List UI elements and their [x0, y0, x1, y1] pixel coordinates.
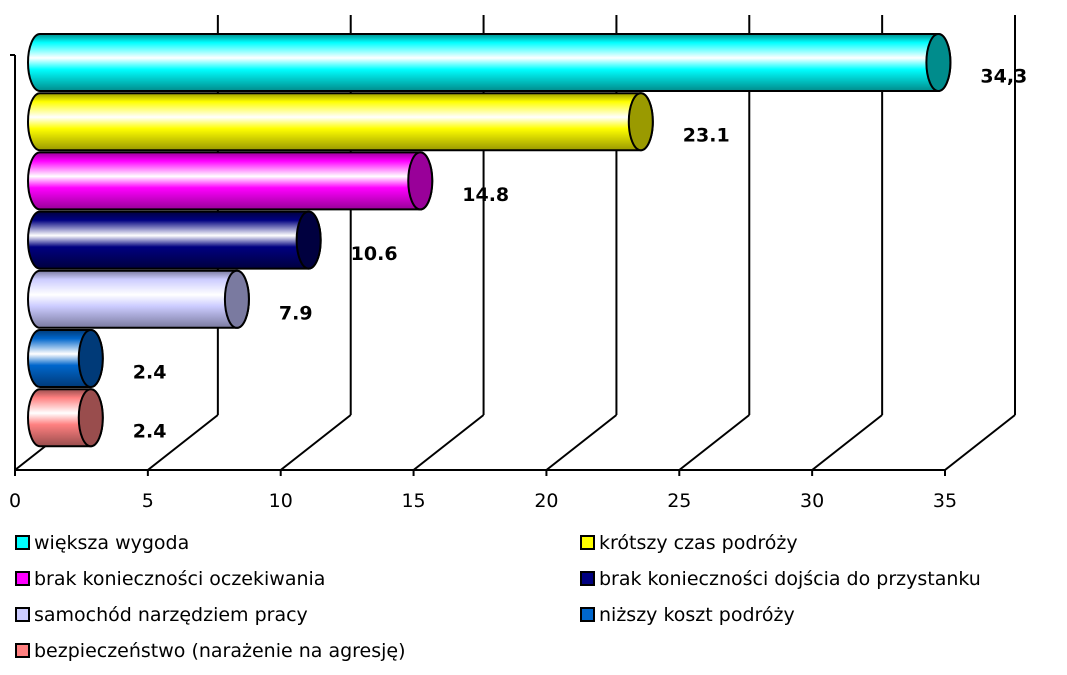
- data-label: 7.9: [279, 302, 313, 324]
- x-tick-label: 15: [401, 490, 425, 512]
- bar: [27, 33, 952, 92]
- bar-body: [27, 92, 654, 152]
- data-label: 2.4: [133, 421, 167, 443]
- floor-gridline: [412, 414, 485, 471]
- data-label: 14.8: [462, 184, 509, 206]
- bars: [27, 33, 952, 448]
- legend-item: niższy koszt podróży: [580, 604, 795, 626]
- bar-end-cap: [925, 33, 952, 92]
- floor-gridline: [280, 414, 352, 471]
- legend-swatch: [580, 607, 595, 622]
- x-axis-ticks: 0 5 10 15 20 25 30 35: [9, 470, 957, 512]
- legend-item: brak konieczności dojścia do przystanku: [580, 568, 981, 590]
- bar-end-cap: [407, 151, 434, 211]
- bar: [27, 329, 104, 388]
- legend-label: większa wygoda: [34, 532, 189, 554]
- legend-item: krótszy czas podróży: [580, 532, 798, 554]
- bar-body: [27, 151, 434, 211]
- legend-label: niższy koszt podróży: [599, 604, 795, 626]
- legend-swatch: [15, 607, 30, 622]
- legend-item: brak konieczności oczekiwania: [15, 568, 325, 590]
- data-label: 34,3: [980, 66, 1027, 88]
- bar-body: [27, 269, 250, 329]
- bar-end-cap: [223, 269, 250, 329]
- x-tick-label: 35: [933, 490, 957, 512]
- legend-swatch: [15, 571, 30, 586]
- bar: [27, 210, 322, 270]
- bar: [27, 269, 250, 329]
- bar-end-cap: [295, 210, 322, 270]
- x-tick-label: 0: [9, 490, 21, 512]
- legend: większa wygoda krótszy czas podróży brak k…: [15, 532, 981, 662]
- data-label: 2.4: [133, 362, 167, 384]
- x-tick-label: 30: [800, 490, 824, 512]
- legend-swatch: [580, 535, 595, 550]
- bar-body: [27, 33, 952, 92]
- bar-end-cap: [77, 329, 104, 388]
- data-label: 23.1: [683, 125, 730, 147]
- data-label: 10.6: [351, 243, 398, 265]
- x-tick-label: 25: [667, 490, 691, 512]
- bar-body: [27, 210, 322, 270]
- legend-swatch: [580, 571, 595, 586]
- floor-gridline: [811, 414, 883, 471]
- legend-label: brak konieczności oczekiwania: [34, 568, 325, 590]
- legend-label: samochód narzędziem pracy: [34, 604, 308, 626]
- bar: [27, 388, 104, 448]
- legend-item: bezpieczeństwo (narażenie na agresję): [15, 640, 406, 662]
- legend-item: większa wygoda: [15, 532, 189, 554]
- bar: [27, 151, 434, 211]
- x-tick-label: 10: [269, 490, 293, 512]
- bar-end-cap: [77, 388, 104, 448]
- x-tick-label: 5: [142, 490, 154, 512]
- floor-gridline: [944, 414, 1016, 471]
- data-labels: 34,3 23.1 14.8 10.6 7.9 2.4 2.4: [133, 66, 1028, 443]
- legend-swatch: [15, 643, 30, 658]
- legend-item: samochód narzędziem pracy: [15, 604, 308, 626]
- x-tick-label: 20: [534, 490, 558, 512]
- bar: [27, 92, 654, 152]
- legend-label: brak konieczności dojścia do przystanku: [599, 568, 981, 590]
- bar-end-cap: [627, 92, 654, 152]
- legend-label: bezpieczeństwo (narażenie na agresję): [34, 640, 406, 662]
- floor-gridline: [678, 414, 750, 471]
- legend-swatch: [15, 535, 30, 550]
- floor-gridline: [147, 414, 219, 471]
- floor-gridline: [545, 414, 618, 471]
- legend-label: krótszy czas podróży: [599, 532, 798, 554]
